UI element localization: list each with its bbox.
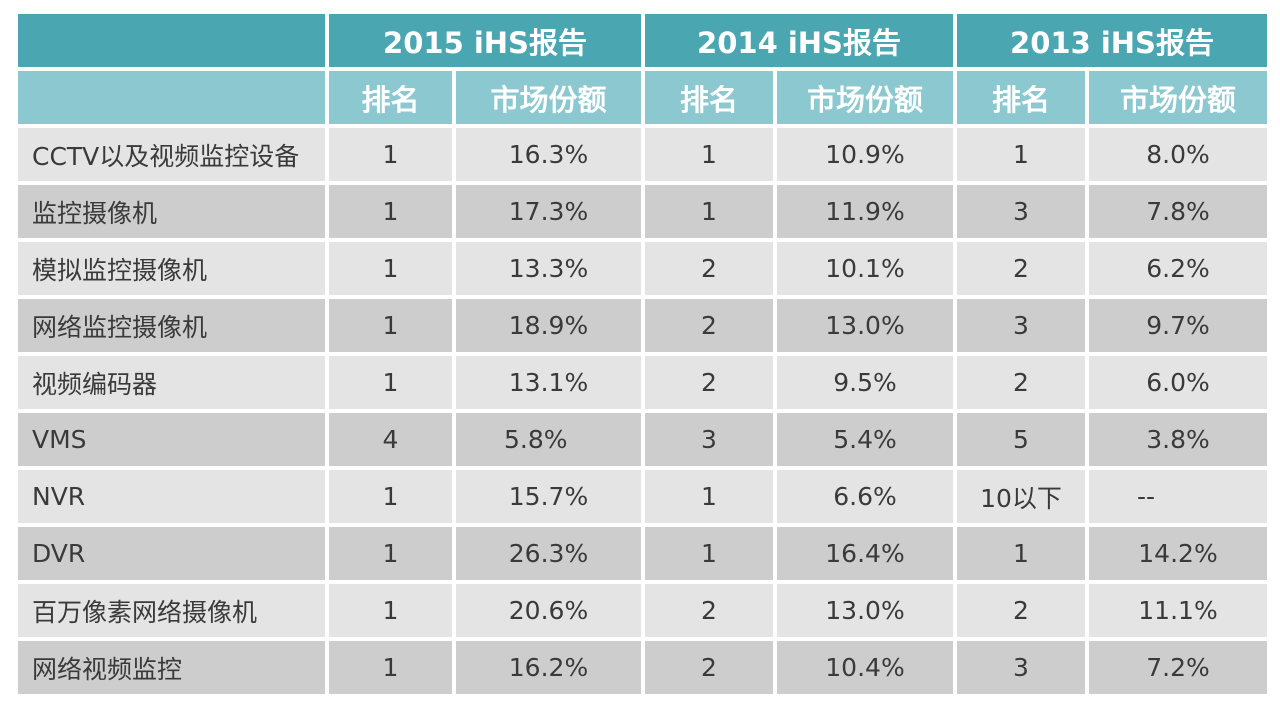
row-label: CCTV以及视频监控设备 [18, 128, 325, 181]
share-2013-cell: 8.0% [1089, 128, 1267, 181]
share-2015-cell: 16.3% [456, 128, 641, 181]
rank-2014-cell: 1 [645, 470, 773, 523]
rank-2015-cell: 1 [329, 356, 452, 409]
rank-2015-cell: 4 [329, 413, 452, 466]
share-2014-cell: 11.9% [777, 185, 953, 238]
rank-2014-cell: 2 [645, 242, 773, 295]
rank-2014-cell: 2 [645, 641, 773, 694]
row-label: 网络视频监控 [18, 641, 325, 694]
rank-2013-cell: 2 [957, 584, 1085, 637]
row-label: 百万像素网络摄像机 [18, 584, 325, 637]
header-rank-2015: 排名 [329, 71, 452, 124]
row-label: 模拟监控摄像机 [18, 242, 325, 295]
rank-2014-cell: 2 [645, 299, 773, 352]
share-2014-cell: 13.0% [777, 299, 953, 352]
row-label: NVR [18, 470, 325, 523]
market-share-table: 2015 iHS报告 2014 iHS报告 2013 iHS报告 排名 市场份额… [18, 14, 1267, 694]
rank-2014-cell: 3 [645, 413, 773, 466]
share-2015-cell: 18.9% [456, 299, 641, 352]
share-2015-cell: 5.8% [456, 413, 641, 466]
rank-2013-cell: 3 [957, 641, 1085, 694]
share-2015-cell: 17.3% [456, 185, 641, 238]
share-2013-cell: -- [1089, 470, 1267, 523]
share-2015-cell: 16.2% [456, 641, 641, 694]
share-2014-cell: 16.4% [777, 527, 953, 580]
row-label: DVR [18, 527, 325, 580]
rank-2014-cell: 1 [645, 128, 773, 181]
share-2014-cell: 6.6% [777, 470, 953, 523]
rank-2015-cell: 1 [329, 584, 452, 637]
header-rank-2013: 排名 [957, 71, 1085, 124]
share-2014-cell: 13.0% [777, 584, 953, 637]
share-2013-cell: 3.8% [1089, 413, 1267, 466]
share-2015-cell: 20.6% [456, 584, 641, 637]
header-corner-top [18, 14, 325, 67]
share-2013-cell: 9.7% [1089, 299, 1267, 352]
rank-2013-cell: 1 [957, 527, 1085, 580]
share-2015-cell: 26.3% [456, 527, 641, 580]
share-2015-cell: 13.1% [456, 356, 641, 409]
header-group-2013: 2013 iHS报告 [957, 14, 1267, 67]
rank-2013-cell: 2 [957, 356, 1085, 409]
row-label: VMS [18, 413, 325, 466]
rank-2014-cell: 1 [645, 185, 773, 238]
rank-2013-cell: 3 [957, 185, 1085, 238]
rank-2015-cell: 1 [329, 185, 452, 238]
rank-2015-cell: 1 [329, 641, 452, 694]
share-2015-cell: 13.3% [456, 242, 641, 295]
rank-2015-cell: 1 [329, 470, 452, 523]
rank-2014-cell: 2 [645, 356, 773, 409]
row-label: 网络监控摄像机 [18, 299, 325, 352]
rank-2013-cell: 2 [957, 242, 1085, 295]
share-2013-cell: 7.8% [1089, 185, 1267, 238]
header-group-2014: 2014 iHS报告 [645, 14, 953, 67]
share-2014-cell: 9.5% [777, 356, 953, 409]
header-group-2015: 2015 iHS报告 [329, 14, 641, 67]
row-label: 视频编码器 [18, 356, 325, 409]
share-2013-cell: 6.2% [1089, 242, 1267, 295]
rank-2013-cell: 5 [957, 413, 1085, 466]
rank-2013-cell: 10以下 [957, 470, 1085, 523]
header-share-2015: 市场份额 [456, 71, 641, 124]
share-2015-cell: 15.7% [456, 470, 641, 523]
header-share-2013: 市场份额 [1089, 71, 1267, 124]
rank-2015-cell: 1 [329, 128, 452, 181]
share-2014-cell: 10.9% [777, 128, 953, 181]
share-2014-cell: 10.1% [777, 242, 953, 295]
rank-2015-cell: 1 [329, 242, 452, 295]
rank-2015-cell: 1 [329, 527, 452, 580]
rank-2014-cell: 1 [645, 527, 773, 580]
rank-2013-cell: 3 [957, 299, 1085, 352]
share-2013-cell: 11.1% [1089, 584, 1267, 637]
rank-2015-cell: 1 [329, 299, 452, 352]
share-2013-cell: 14.2% [1089, 527, 1267, 580]
share-2014-cell: 5.4% [777, 413, 953, 466]
share-2014-cell: 10.4% [777, 641, 953, 694]
rank-2013-cell: 1 [957, 128, 1085, 181]
header-share-2014: 市场份额 [777, 71, 953, 124]
rank-2014-cell: 2 [645, 584, 773, 637]
header-rank-2014: 排名 [645, 71, 773, 124]
row-label: 监控摄像机 [18, 185, 325, 238]
share-2013-cell: 6.0% [1089, 356, 1267, 409]
share-2013-cell: 7.2% [1089, 641, 1267, 694]
header-corner-sub [18, 71, 325, 124]
